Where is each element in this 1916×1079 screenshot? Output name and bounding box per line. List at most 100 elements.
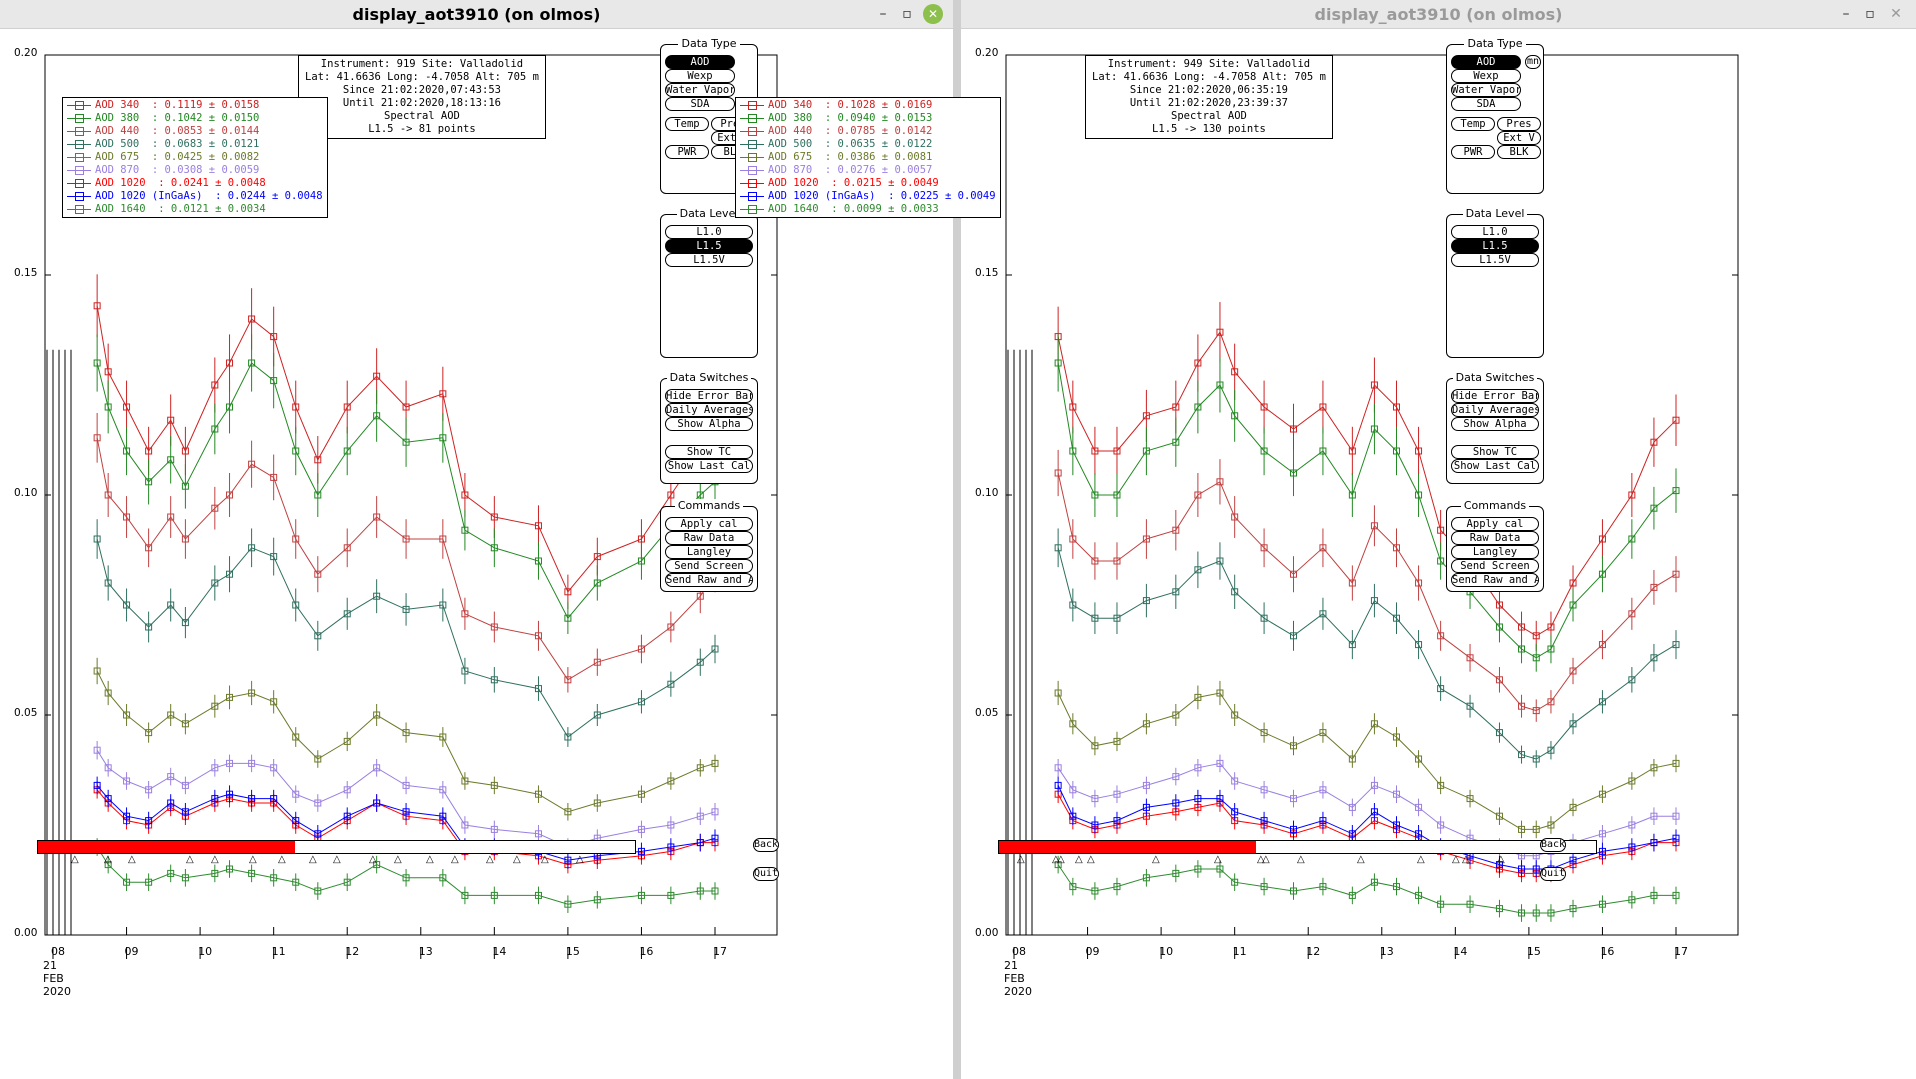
data-level-button[interactable]: L1.5V <box>665 253 753 267</box>
switch-button[interactable]: Show TC <box>665 445 753 459</box>
timeline-marker[interactable]: △ <box>309 854 317 865</box>
timeline-marker[interactable]: △ <box>1357 854 1365 865</box>
data-type-button-wexp[interactable]: Wexp <box>1451 69 1521 83</box>
command-button[interactable]: Langley <box>665 545 753 559</box>
switch-button[interactable]: Show Alpha <box>665 417 753 431</box>
close-icon[interactable]: ✕ <box>923 4 943 24</box>
command-button[interactable]: Send Raw and AOD <box>665 573 753 587</box>
timeline-marker[interactable]: △ <box>1075 854 1083 865</box>
data-type-button-sda[interactable]: SDA <box>1451 97 1521 111</box>
title-bar[interactable]: display_aot3910 (on olmos) – ▫ ✕ <box>961 0 1916 29</box>
timeline-marker[interactable]: △ <box>186 854 194 865</box>
command-button[interactable]: Apply cal <box>1451 517 1539 531</box>
minimize-icon[interactable]: – <box>879 6 887 22</box>
temp-button[interactable]: Temp <box>665 117 709 131</box>
timeline-marker[interactable]: △ <box>1052 854 1060 865</box>
timeline-bar[interactable] <box>998 840 1597 854</box>
switch-button[interactable]: Show Alpha <box>1451 417 1539 431</box>
data-type-button-aod[interactable]: AOD <box>1451 55 1521 69</box>
data-point <box>490 891 498 899</box>
switch-button[interactable]: Show TC <box>1451 445 1539 459</box>
timeline-bar[interactable] <box>37 840 636 854</box>
timeline-marker[interactable]: △ <box>1152 854 1160 865</box>
data-type-button-water-vapor[interactable]: Water Vapor <box>1451 83 1521 97</box>
command-button[interactable]: Send Raw and AOD <box>1451 573 1539 587</box>
back-button[interactable]: Back <box>1540 838 1566 852</box>
data-point <box>1415 447 1423 455</box>
data-level-button[interactable]: L1.5 <box>665 239 753 253</box>
pres-button[interactable]: Pres <box>1497 117 1541 131</box>
timeline-marker[interactable]: △ <box>1262 854 1270 865</box>
timeline-marker[interactable]: △ <box>1087 854 1095 865</box>
timeline-marker[interactable]: △ <box>426 854 434 865</box>
command-button[interactable]: Apply cal <box>665 517 753 531</box>
timeline-marker[interactable]: △ <box>394 854 402 865</box>
timeline-marker[interactable]: △ <box>486 854 494 865</box>
switch-button[interactable]: Daily Averages <box>1451 403 1539 417</box>
timeline-marker[interactable]: △ <box>1417 854 1425 865</box>
timeline-marker[interactable]: △ <box>249 854 257 865</box>
command-button[interactable]: Send Screen <box>1451 559 1539 573</box>
data-level-button[interactable]: L1.0 <box>665 225 753 239</box>
timeline-marker[interactable]: △ <box>1497 854 1505 865</box>
switch-button[interactable]: Hide Error Bars <box>665 389 753 403</box>
timeline-marker[interactable]: △ <box>1017 854 1025 865</box>
timeline-marker[interactable]: △ <box>369 854 377 865</box>
back-button[interactable]: Back <box>753 838 779 852</box>
maximize-icon[interactable]: ▫ <box>902 6 912 22</box>
data-point <box>593 711 601 719</box>
data-level-button[interactable]: L1.5V <box>1451 253 1539 267</box>
data-type-button-sda[interactable]: SDA <box>665 97 735 111</box>
ext-v-button[interactable]: Ext V <box>1497 131 1541 145</box>
switch-button[interactable]: Show Last Cal <box>665 459 753 473</box>
timeline-marker[interactable]: △ <box>1057 854 1065 865</box>
data-type-title: Data Type <box>1464 37 1526 50</box>
timeline-marker[interactable]: △ <box>541 854 549 865</box>
data-point <box>1054 689 1062 697</box>
minimize-icon[interactable]: – <box>1842 6 1850 22</box>
panel-title: Data Level <box>1447 207 1543 221</box>
timeline-marker[interactable]: △ <box>211 854 219 865</box>
close-icon[interactable]: ✕ <box>1890 6 1902 22</box>
title-bar[interactable]: display_aot3910 (on olmos) – ▫ ✕ <box>0 0 953 29</box>
timeline-marker[interactable]: △ <box>1462 854 1470 865</box>
switch-button[interactable]: Show Last Cal <box>1451 459 1539 473</box>
legend-label: AOD 1020 <box>95 177 146 189</box>
timeline-marker[interactable]: △ <box>333 854 341 865</box>
mn-button[interactable]: mn <box>1525 55 1541 69</box>
switch-button[interactable]: Hide Error Bars <box>1451 389 1539 403</box>
quit-button[interactable]: Quit <box>1540 867 1566 881</box>
timeline-marker[interactable]: △ <box>513 854 521 865</box>
pwr-button[interactable]: PWR <box>1451 145 1495 159</box>
blk-button[interactable]: BLK <box>1497 145 1541 159</box>
timeline-marker[interactable]: △ <box>104 854 112 865</box>
timeline-marker[interactable]: △ <box>71 854 79 865</box>
temp-button[interactable]: Temp <box>1451 117 1495 131</box>
timeline-marker[interactable]: △ <box>278 854 286 865</box>
data-type-button-wexp[interactable]: Wexp <box>665 69 735 83</box>
data-point <box>1650 812 1658 820</box>
data-level-button[interactable]: L1.0 <box>1451 225 1539 239</box>
timeline-marker[interactable]: △ <box>1297 854 1305 865</box>
command-button[interactable]: Raw Data <box>1451 531 1539 545</box>
data-type-button-aod[interactable]: AOD <box>665 55 735 69</box>
command-button[interactable]: Raw Data <box>665 531 753 545</box>
x-tick-label: 08 <box>1012 945 1026 958</box>
panel-title: Data Switches <box>1447 371 1543 385</box>
command-button[interactable]: Send Screen <box>665 559 753 573</box>
data-type-button-water-vapor[interactable]: Water Vapor <box>665 83 735 97</box>
data-point <box>1216 759 1224 767</box>
command-button[interactable]: Langley <box>1451 545 1539 559</box>
maximize-icon[interactable]: ▫ <box>1865 6 1875 22</box>
switch-button[interactable]: Daily Averages <box>665 403 753 417</box>
data-type-panel: Data Type AOD mn Wexp Water Vapor SDA Temp Pres… <box>1446 37 1544 194</box>
timeline-marker[interactable]: △ <box>451 854 459 865</box>
quit-button[interactable]: Quit <box>753 867 779 881</box>
timeline-marker[interactable]: △ <box>1214 854 1222 865</box>
pwr-button[interactable]: PWR <box>665 145 709 159</box>
timeline-marker[interactable]: △ <box>576 854 584 865</box>
timeline-marker[interactable]: △ <box>128 854 136 865</box>
timeline-marker[interactable]: △ <box>1257 854 1265 865</box>
data-level-button[interactable]: L1.5 <box>1451 239 1539 253</box>
timeline-marker[interactable]: △ <box>1452 854 1460 865</box>
